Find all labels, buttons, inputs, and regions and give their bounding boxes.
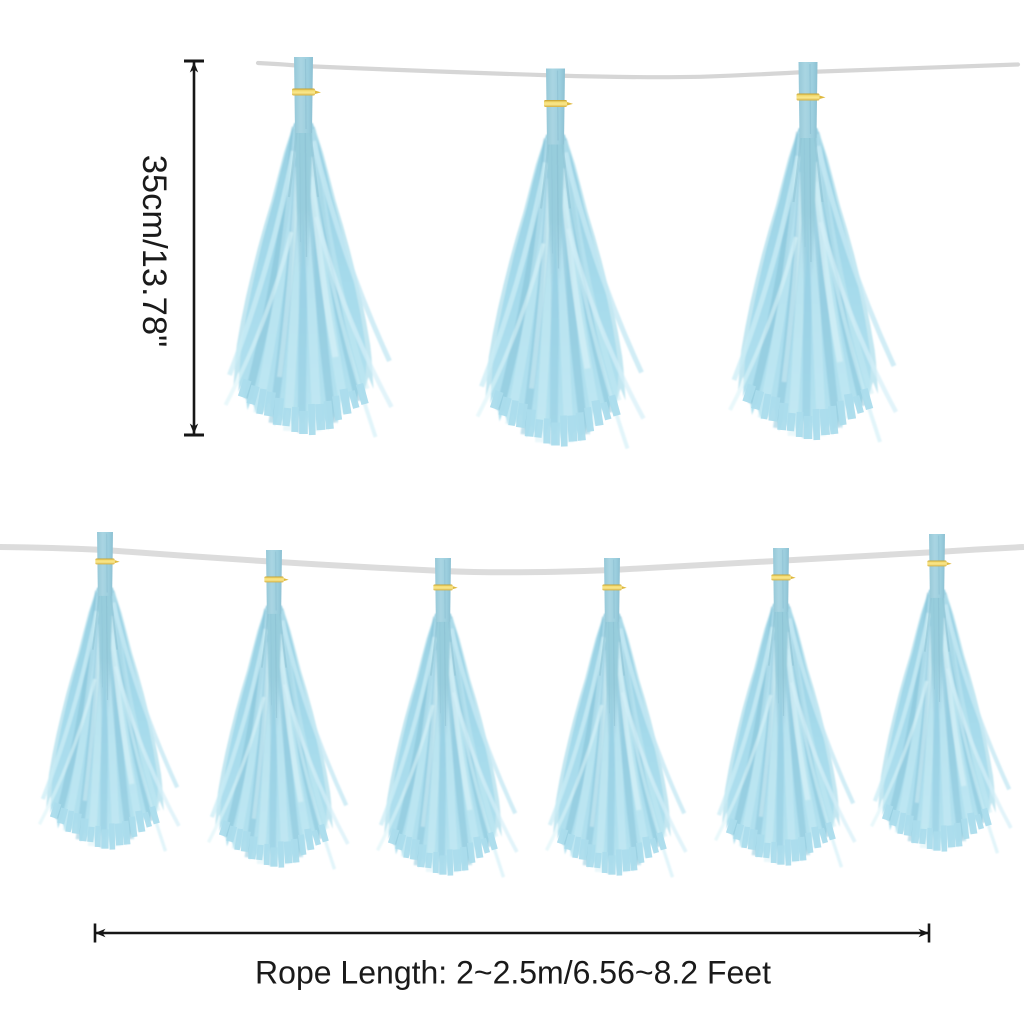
- svg-text:Rope Length: 2~2.5m/6.56~8.2 F: Rope Length: 2~2.5m/6.56~8.2 Feet: [255, 955, 771, 991]
- svg-text:35cm/13.78": 35cm/13.78": [135, 155, 173, 348]
